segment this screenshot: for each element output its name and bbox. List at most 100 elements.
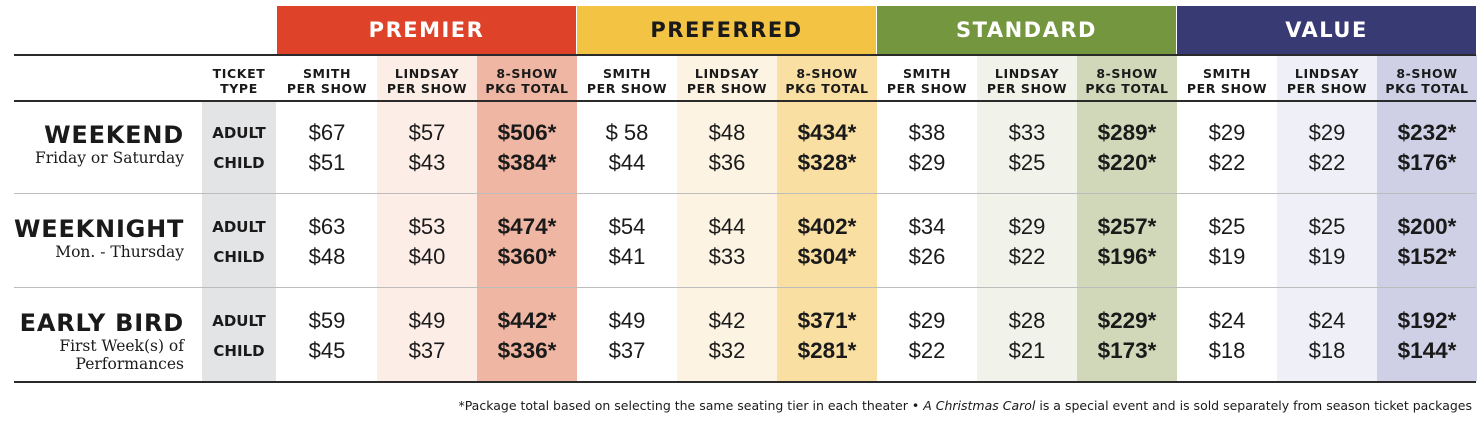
premier-lindsay-per-show-price: $43: [408, 150, 446, 175]
ticket-type-adult: ADULT: [212, 124, 266, 142]
standard-package-total-price: $220*: [1097, 150, 1157, 175]
ticket-type-header: TICKET TYPE: [202, 64, 276, 98]
column-header-line2: PER SHOW: [1186, 81, 1268, 96]
premier-lindsay-per-show-header: LINDSAY PER SHOW: [377, 64, 477, 98]
value-lindsay-per-show-price: $29: [1308, 120, 1346, 145]
column-header-line1: SMITH: [902, 66, 952, 81]
premier-smith-per-show-price: $67: [308, 120, 346, 145]
preferred-package-total-price: $402*: [797, 214, 857, 239]
ticket-type-header-line1: TICKET: [212, 66, 266, 81]
footnote-text-end: is a special event and is sold separatel…: [1035, 398, 1472, 413]
premier-package-total-price: $506*: [497, 120, 557, 145]
standard-package-total-price: $229*: [1097, 308, 1157, 333]
premier-package-total-price: $384*: [497, 150, 557, 175]
premier-package-column-bg: [477, 55, 577, 381]
column-header-line1: LINDSAY: [1294, 66, 1360, 81]
preferred-smith-per-show-price: $37: [608, 338, 646, 363]
premier-package-total-price: $442*: [497, 308, 557, 333]
preferred-package-total-header: 8-SHOW PKG TOTAL: [777, 64, 877, 98]
column-header-line2: PER SHOW: [586, 81, 668, 96]
table-rule: [14, 193, 1476, 194]
standard-lindsay-per-show-price: $28: [1008, 308, 1046, 333]
standard-smith-per-show-price: $22: [908, 338, 946, 363]
row-title: WEEKEND: [44, 121, 184, 149]
premier-lindsay-per-show-price: $57: [408, 120, 446, 145]
preferred-smith-per-show-price: $41: [608, 244, 646, 269]
value-package-total-price: $200*: [1397, 214, 1457, 239]
standard-smith-per-show-price: $29: [908, 150, 946, 175]
column-header-line1: LINDSAY: [694, 66, 760, 81]
standard-lindsay-per-show-price: $25: [1008, 150, 1046, 175]
row-subtitle: First Week(s) of: [59, 337, 184, 355]
row-label-weekend: WEEKEND Friday or Saturday: [14, 121, 184, 167]
preferred-lindsay-column-bg: [677, 55, 777, 381]
preferred-smith-per-show-price: $49: [608, 308, 646, 333]
premier-lindsay-per-show-price: $49: [408, 308, 446, 333]
standard-smith-per-show-price: $29: [908, 308, 946, 333]
ticket-type-child: CHILD: [213, 342, 265, 360]
standard-lindsay-per-show-price: $29: [1008, 214, 1046, 239]
column-header-line1: SMITH: [602, 66, 652, 81]
column-header-line1: LINDSAY: [394, 66, 460, 81]
preferred-package-total-price: $304*: [797, 244, 857, 269]
premier-lindsay-column-bg: [377, 55, 477, 381]
column-header-line2: PER SHOW: [386, 81, 468, 96]
premier-package-total-price: $336*: [497, 338, 557, 363]
tier-header-standard: STANDARD: [877, 6, 1176, 54]
preferred-package-total-price: $328*: [797, 150, 857, 175]
value-smith-per-show-price: $18: [1208, 338, 1246, 363]
premier-smith-per-show-price: $59: [308, 308, 346, 333]
preferred-package-column-bg: [777, 55, 877, 381]
preferred-package-total-price: $434*: [797, 120, 857, 145]
preferred-lindsay-per-show-price: $32: [708, 338, 746, 363]
column-header-line2: PER SHOW: [1286, 81, 1368, 96]
ticket-type-adult: ADULT: [212, 218, 266, 236]
standard-package-total-price: $173*: [1097, 338, 1157, 363]
value-package-total-price: $192*: [1397, 308, 1457, 333]
standard-package-total-price: $289*: [1097, 120, 1157, 145]
premier-smith-per-show-header: SMITH PER SHOW: [277, 64, 377, 98]
preferred-smith-per-show-header: SMITH PER SHOW: [577, 64, 677, 98]
value-smith-per-show-price: $19: [1208, 244, 1246, 269]
value-lindsay-per-show-price: $24: [1308, 308, 1346, 333]
value-package-total-price: $176*: [1397, 150, 1457, 175]
table-rule: [14, 381, 1476, 383]
premier-lindsay-per-show-price: $37: [408, 338, 446, 363]
table-rule: [14, 54, 1476, 56]
preferred-lindsay-per-show-price: $33: [708, 244, 746, 269]
ticket-type-child: CHILD: [213, 248, 265, 266]
preferred-package-total-price: $371*: [797, 308, 857, 333]
footnote-text: *Package total based on selecting the sa…: [458, 398, 924, 413]
tier-header-preferred: PREFERRED: [577, 6, 876, 54]
standard-smith-per-show-price: $34: [908, 214, 946, 239]
row-title: EARLY BIRD: [19, 309, 184, 337]
value-package-total-price: $232*: [1397, 120, 1457, 145]
standard-smith-per-show-header: SMITH PER SHOW: [877, 64, 977, 98]
standard-lindsay-per-show-header: LINDSAY PER SHOW: [977, 64, 1077, 98]
premier-smith-per-show-price: $63: [308, 214, 346, 239]
column-header-line1: LINDSAY: [994, 66, 1060, 81]
value-lindsay-column-bg: [1277, 55, 1377, 381]
premier-lindsay-per-show-price: $40: [408, 244, 446, 269]
standard-lindsay-per-show-price: $33: [1008, 120, 1046, 145]
standard-lindsay-per-show-price: $22: [1008, 244, 1046, 269]
preferred-lindsay-per-show-price: $48: [708, 120, 746, 145]
ticket-type-adult: ADULT: [212, 312, 266, 330]
table-rule: [14, 100, 1476, 102]
value-lindsay-per-show-price: $22: [1308, 150, 1346, 175]
preferred-lindsay-per-show-header: LINDSAY PER SHOW: [677, 64, 777, 98]
value-lindsay-per-show-price: $18: [1308, 338, 1346, 363]
column-header-line2: PER SHOW: [286, 81, 368, 96]
preferred-lindsay-per-show-price: $42: [708, 308, 746, 333]
standard-lindsay-per-show-price: $21: [1008, 338, 1046, 363]
tier-header-premier: PREMIER: [277, 6, 576, 54]
value-smith-per-show-price: $25: [1208, 214, 1246, 239]
value-package-column-bg: [1377, 55, 1477, 381]
value-smith-per-show-price: $22: [1208, 150, 1246, 175]
value-smith-per-show-price: $29: [1208, 120, 1246, 145]
premier-package-total-price: $474*: [497, 214, 557, 239]
ticket-type-column-bg: [202, 101, 276, 381]
standard-smith-per-show-price: $26: [908, 244, 946, 269]
column-header-line2: PKG TOTAL: [1085, 81, 1169, 96]
row-label-weeknight: WEEKNIGHT Mon. - Thursday: [14, 215, 184, 261]
